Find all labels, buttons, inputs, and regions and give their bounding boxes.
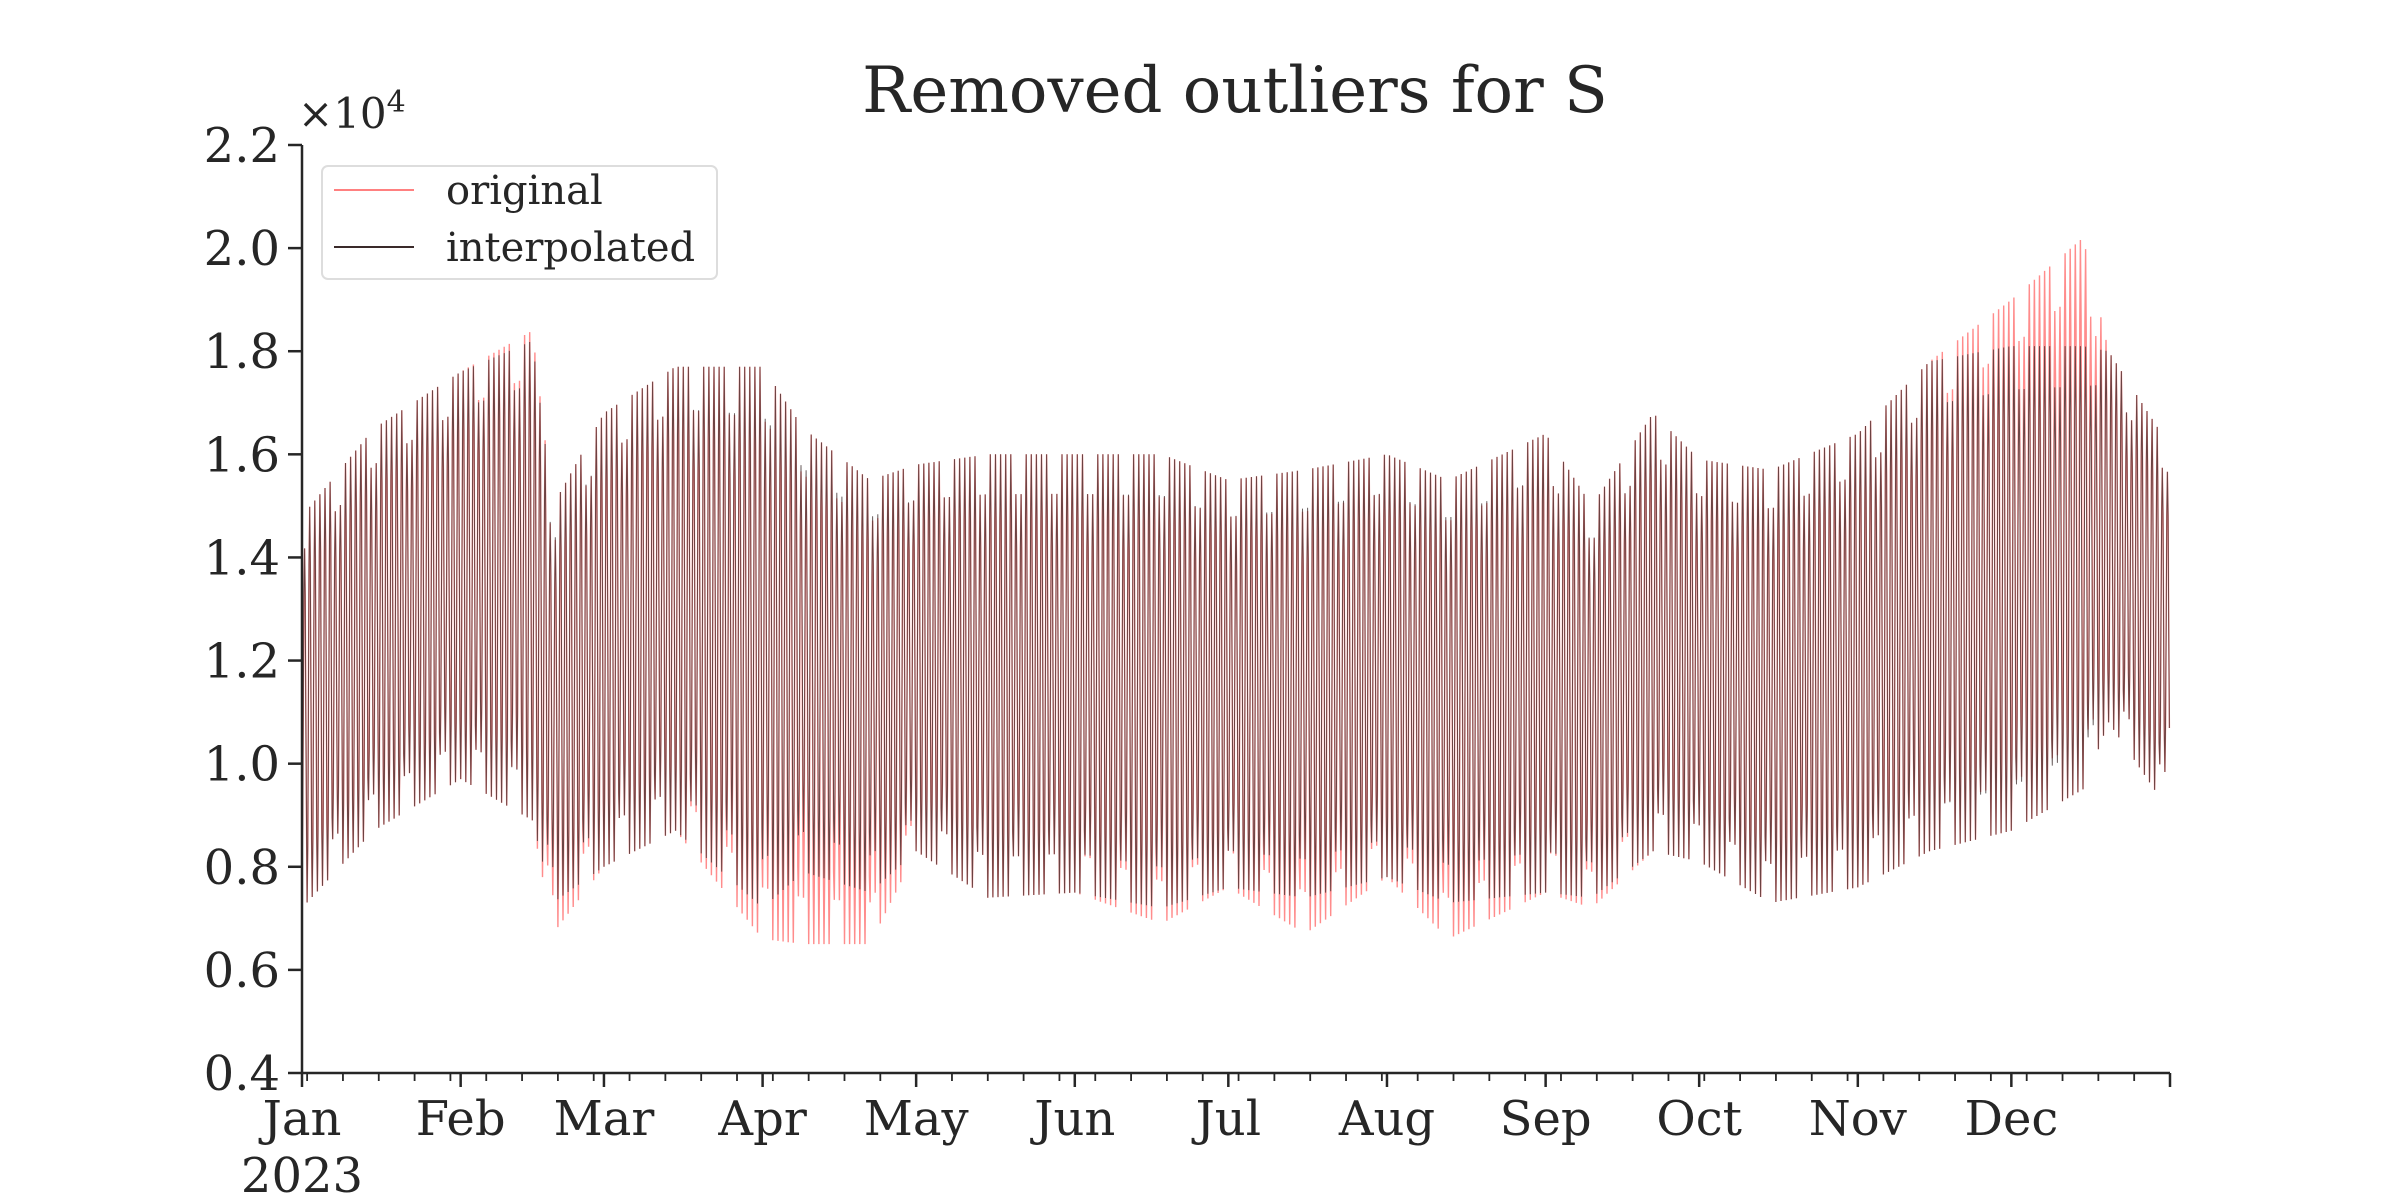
legend-label-interpolated: interpolated [446,225,695,271]
y-tick-label: 0.6 [204,943,280,999]
legend-label-original: original [446,168,603,214]
series-interpolated [301,341,2170,907]
x-tick-label: Jul [1191,1091,1262,1147]
x-tick-label: Sep [1500,1091,1592,1147]
y-tick-label: 0.8 [204,840,280,896]
x-tick-label: Oct [1656,1091,1742,1147]
legend-frame [321,165,718,280]
x-tick-label: Aug [1338,1091,1435,1147]
x-tick-label: Apr [717,1091,806,1147]
y-tick-label: 0.4 [204,1046,280,1102]
chart-title: Removed outliers for S [862,54,1608,128]
x-tick-label: Mar [554,1091,655,1147]
y-multiplier-label: ×104 [298,85,406,138]
x-tick-label: Nov [1809,1091,1907,1147]
y-tick-label: 1.2 [204,634,280,690]
y-tick-label: 2.2 [204,118,280,174]
x-tick-label: Dec [1964,1091,2058,1147]
legend[interactable]: original interpolated [321,165,718,280]
interpolated-line [301,341,2170,907]
x-tick-label: Feb [416,1091,506,1147]
x-tick-label: May [864,1091,969,1147]
y-tick-label: 1.0 [204,737,280,793]
x-year-label: 2023 [241,1148,363,1200]
y-tick-label: 1.4 [204,530,280,586]
x-axis-ticks: Jan Feb Mar Apr May Jun Jul Aug Sep Oct Nov Dec [258,1073,2172,1147]
x-tick-label: Jun [1029,1091,1115,1147]
x-tick-label: Jan [258,1091,342,1147]
y-tick-label: 1.6 [204,427,280,483]
y-tick-label: 1.8 [204,324,280,380]
y-axis-ticks: 0.4 0.6 0.8 1.0 1.2 1.4 1.6 1.8 2.0 2.2 [204,118,302,1102]
plot-area [301,239,2171,945]
y-tick-label: 2.0 [204,221,280,277]
